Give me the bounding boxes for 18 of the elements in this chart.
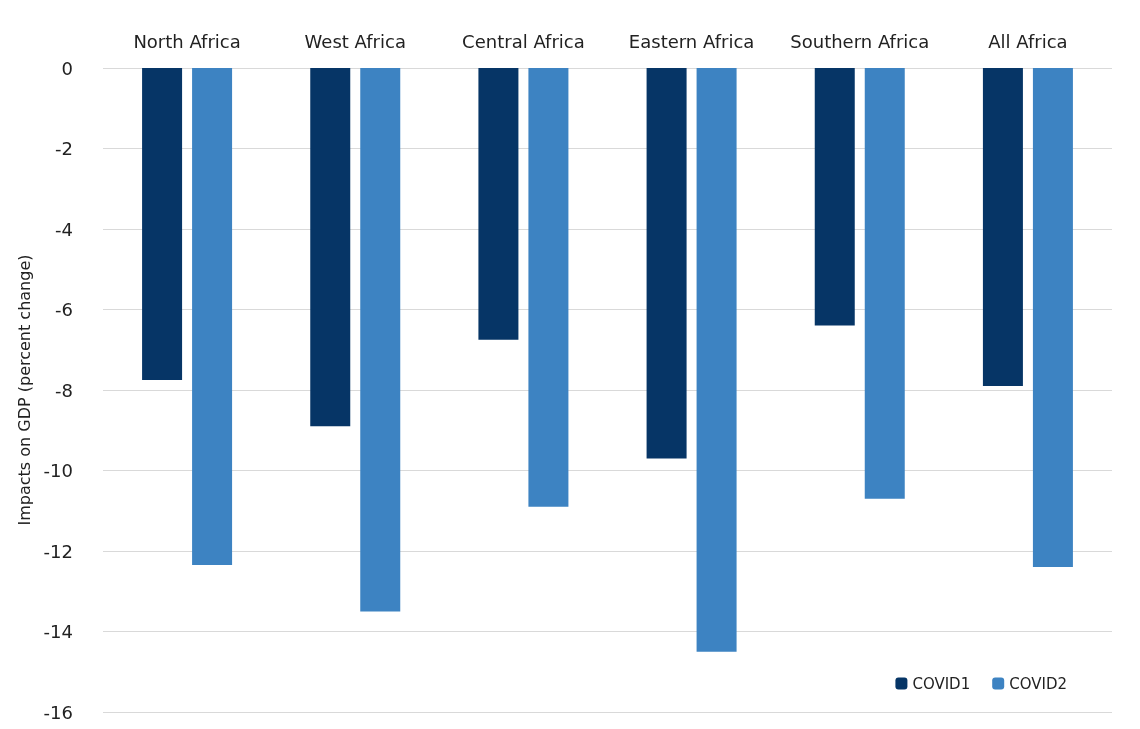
x-tick-label: North Africa — [133, 30, 241, 52]
x-tick-label: Central Africa — [462, 30, 585, 52]
y-tick-label: 0 — [61, 57, 73, 79]
y-tick-label: -14 — [43, 621, 73, 642]
y-tick-label: -12 — [43, 540, 73, 562]
legend-label: COVID1 — [912, 674, 971, 693]
legend-label: COVID2 — [1009, 674, 1067, 693]
y-axis-title: Impacts on GDP (percent change) — [15, 254, 35, 526]
x-tick-label: Eastern Africa — [628, 30, 755, 52]
y-tick-label: -16 — [43, 701, 73, 723]
y-tick-label: -10 — [43, 460, 73, 481]
y-tick-label: -8 — [55, 379, 73, 401]
x-tick-label: All Africa — [988, 30, 1068, 52]
y-tick-label: -2 — [55, 138, 73, 159]
y-tick-label: -4 — [55, 218, 73, 240]
x-tick-label: Southern Africa — [790, 30, 930, 52]
y-tick-label: -6 — [55, 299, 73, 320]
x-tick-label: West Africa — [304, 30, 406, 52]
